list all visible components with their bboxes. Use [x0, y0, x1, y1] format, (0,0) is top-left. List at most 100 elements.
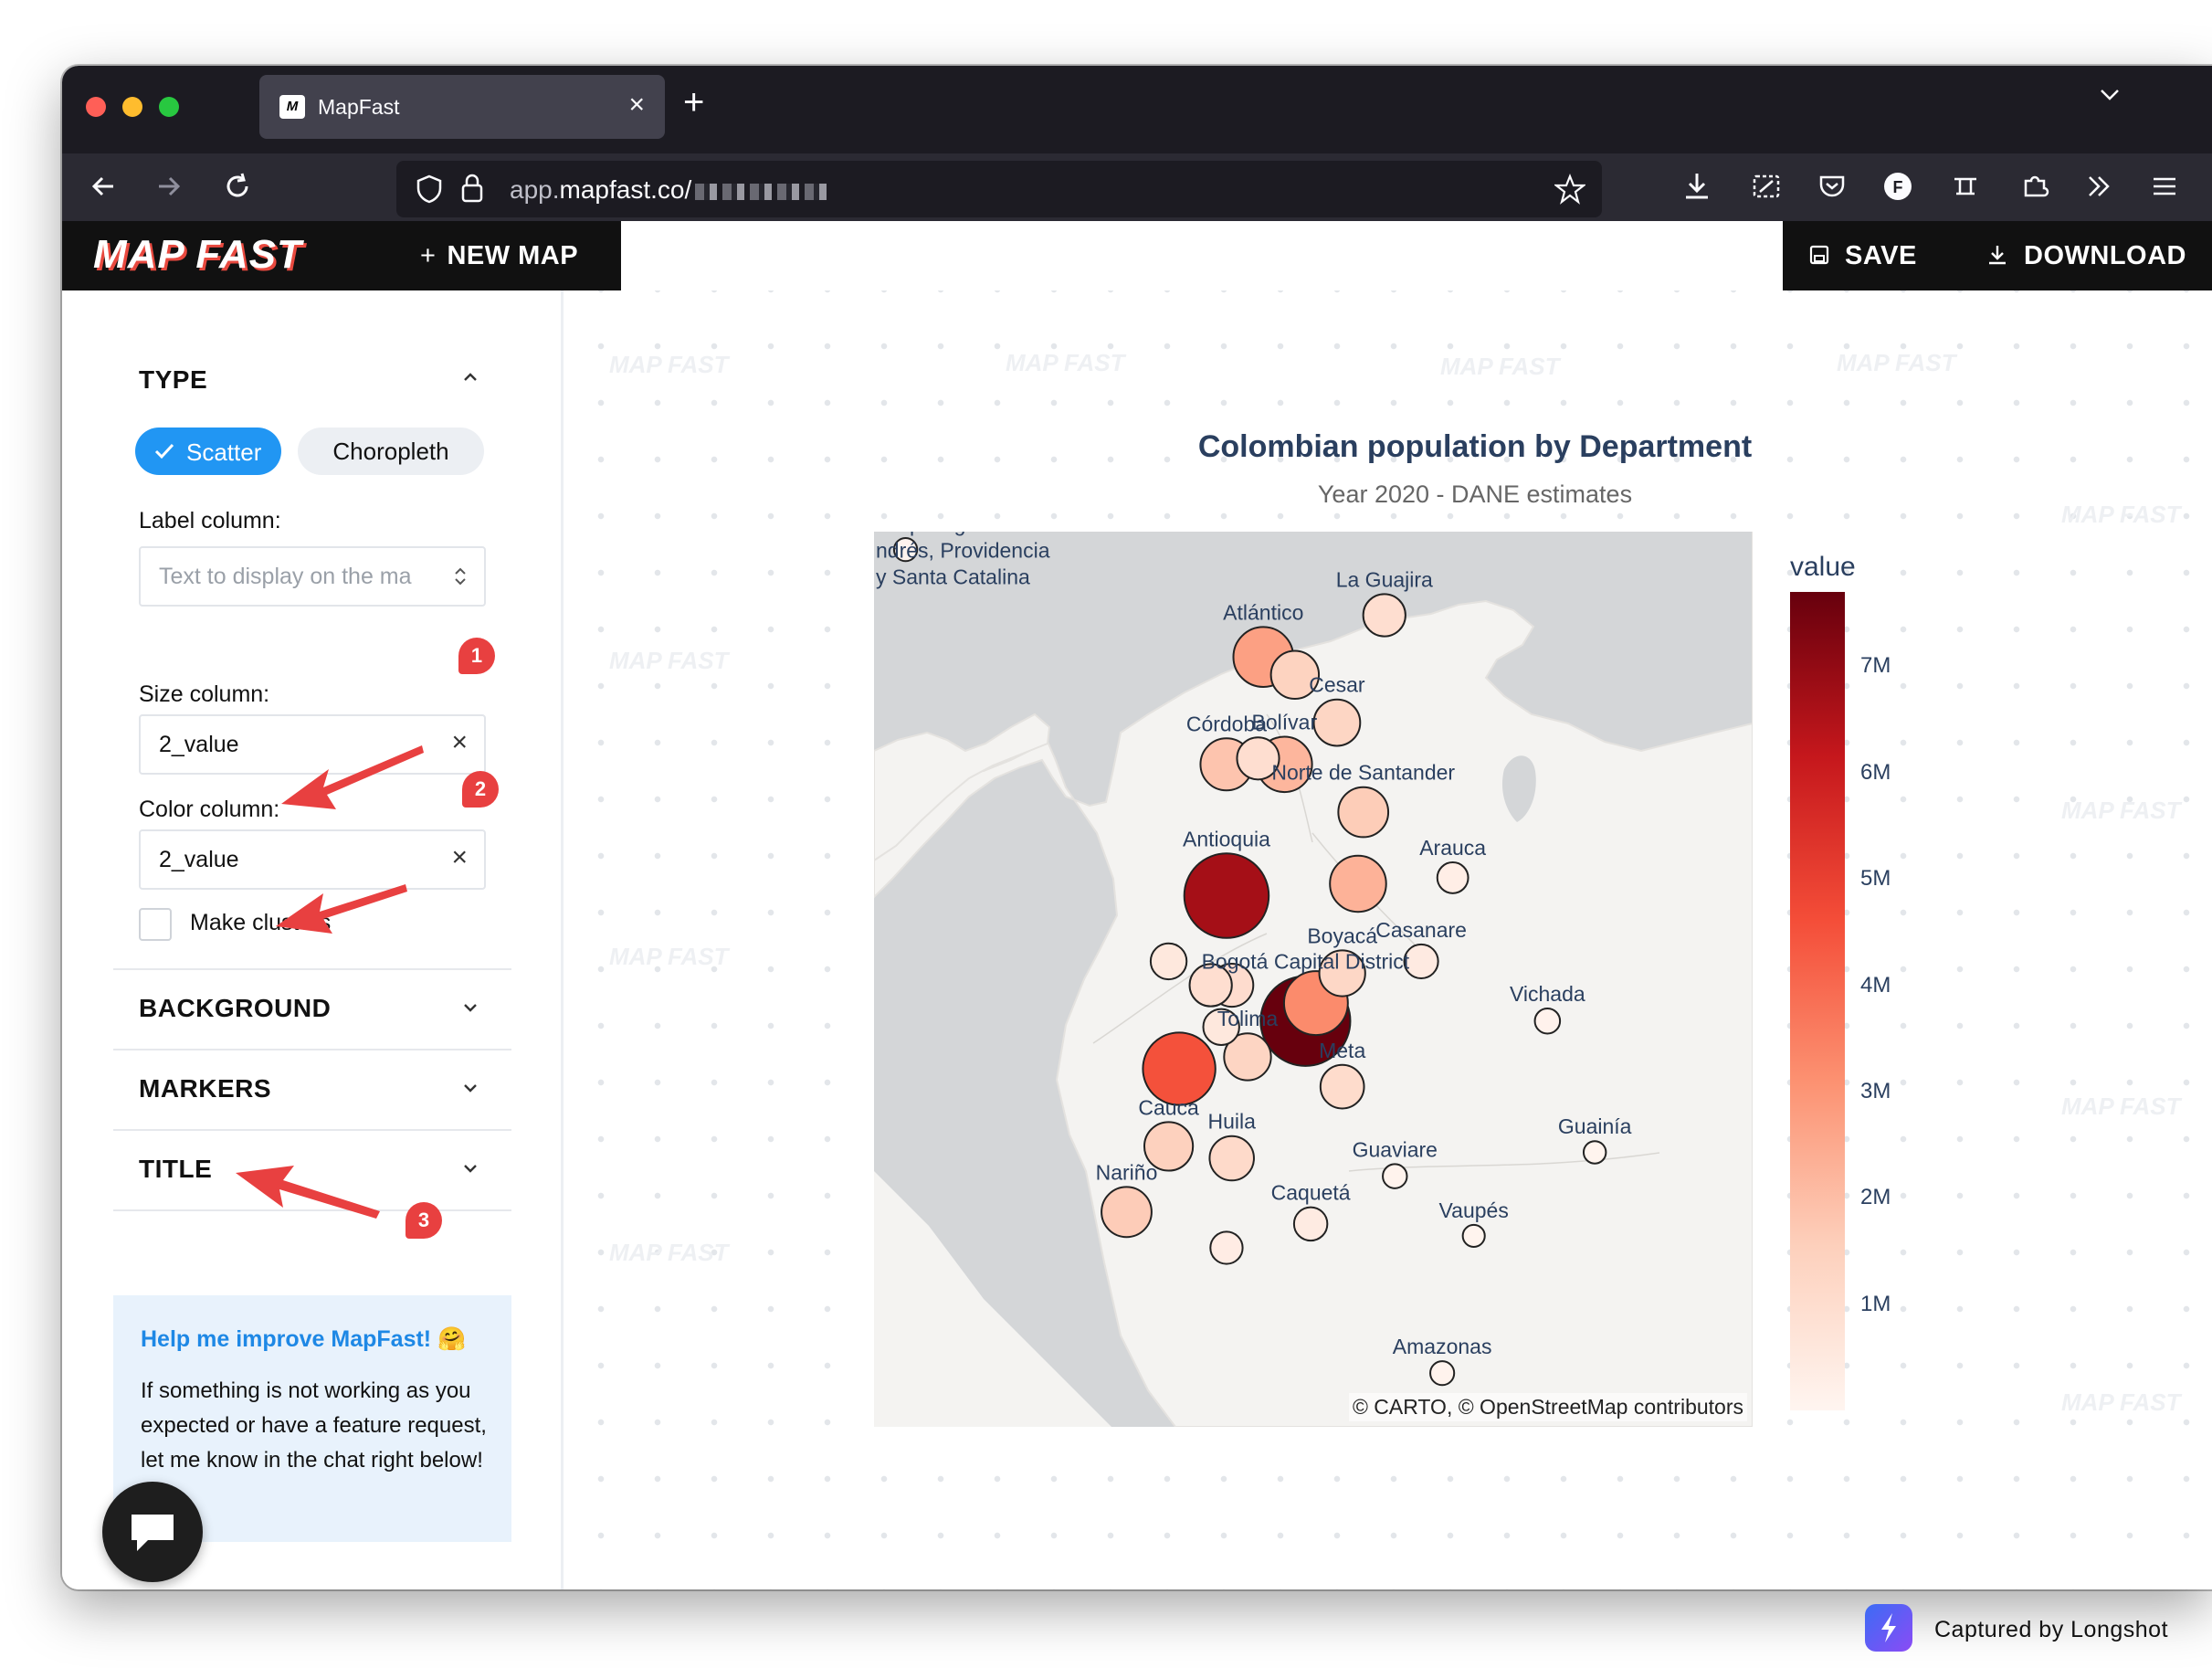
- chat-button[interactable]: [102, 1482, 203, 1582]
- save-button[interactable]: SAVE: [1808, 241, 1917, 271]
- marker-guaviare[interactable]: [1382, 1163, 1408, 1189]
- marker-putumayo[interactable]: [1209, 1230, 1244, 1265]
- marker-vichada[interactable]: [1533, 1007, 1562, 1035]
- marker-choc-[interactable]: [1149, 942, 1188, 981]
- chevron-down-icon[interactable]: [460, 998, 480, 1018]
- bookmark-star-icon[interactable]: [1554, 174, 1585, 205]
- chevron-down-icon[interactable]: [460, 1078, 480, 1098]
- chevron-up-icon[interactable]: [460, 367, 480, 387]
- marker-norte-de-santander[interactable]: [1337, 786, 1390, 839]
- marker-antioquia[interactable]: [1183, 852, 1270, 939]
- chart-title: Colombian population by Department: [1197, 429, 1753, 464]
- new-map-button[interactable]: + NEW MAP: [420, 241, 578, 271]
- type-option-choropleth[interactable]: Choropleth: [298, 428, 484, 475]
- type-section-header[interactable]: TYPE: [139, 365, 208, 394]
- extensions-icon[interactable]: [2017, 168, 2053, 205]
- reload-icon[interactable]: [219, 168, 256, 205]
- chevron-down-icon[interactable]: [2099, 84, 2121, 106]
- marker-sucre[interactable]: [1236, 736, 1280, 781]
- marker-casanare[interactable]: [1403, 943, 1439, 979]
- marker-quind-o[interactable]: [1202, 1008, 1240, 1046]
- marker-cauca[interactable]: [1143, 1121, 1195, 1172]
- marker-valle-del-cauca[interactable]: [1142, 1031, 1217, 1106]
- marker-meta[interactable]: [1319, 1063, 1365, 1110]
- colorbar-title: value: [1790, 552, 1856, 582]
- screenshot-icon[interactable]: [1748, 168, 1785, 205]
- divider: [113, 1209, 511, 1211]
- title-section-header[interactable]: TITLE: [139, 1155, 213, 1183]
- plus-icon: +: [420, 241, 437, 270]
- map-label: Amazonas: [1393, 1335, 1492, 1358]
- marker-magdalena[interactable]: [1269, 649, 1321, 701]
- download-button[interactable]: DOWNLOAD: [1986, 241, 2186, 271]
- color-column-select[interactable]: 2_value ×: [139, 829, 486, 890]
- size-column-label: Size column:: [139, 681, 270, 707]
- marker-arauca[interactable]: [1436, 861, 1469, 894]
- chart-subtitle: Year 2020 - DANE estimates: [1317, 480, 1633, 508]
- marker-guain-a[interactable]: [1582, 1140, 1607, 1165]
- marker-boyac-[interactable]: [1318, 949, 1366, 998]
- more-tools-icon[interactable]: [2080, 168, 2117, 205]
- shield-icon[interactable]: [415, 174, 444, 205]
- marker-la-guajira[interactable]: [1362, 593, 1406, 638]
- type-option-scatter[interactable]: Scatter: [135, 428, 281, 475]
- marker-huila[interactable]: [1208, 1135, 1255, 1182]
- marker-caquet-[interactable]: [1292, 1206, 1329, 1242]
- help-callout: Help me improve MapFast! 🤗 If something …: [113, 1295, 511, 1542]
- color-column-label: Color column:: [139, 797, 280, 822]
- lock-icon[interactable]: [458, 172, 486, 205]
- marker-tolima[interactable]: [1223, 1032, 1272, 1082]
- markers-section-header[interactable]: MARKERS: [139, 1074, 272, 1103]
- watermark: MAP FAST: [609, 943, 729, 970]
- tab-mapfast[interactable]: M MapFast ×: [259, 75, 665, 139]
- close-tab-icon[interactable]: ×: [628, 90, 645, 120]
- minimize-window-button[interactable]: [122, 97, 142, 117]
- marker-layer[interactable]: [892, 536, 1607, 1387]
- map-label: Córdoba: [1186, 712, 1267, 735]
- hamburger-menu-icon[interactable]: [2146, 168, 2183, 205]
- chevron-down-icon[interactable]: [460, 1158, 480, 1178]
- marker-santander[interactable]: [1329, 854, 1387, 913]
- marker-risaralda[interactable]: [1188, 963, 1233, 1008]
- background-section-header[interactable]: BACKGROUND: [139, 994, 332, 1022]
- watermark: MAP FAST: [1006, 349, 1125, 376]
- close-window-button[interactable]: [86, 97, 106, 117]
- mapfast-logo[interactable]: MAP FAST: [93, 232, 302, 278]
- marker-archipi-lago-de-san-andr-s-providencia-y-santa-catalina[interactable]: [892, 536, 919, 563]
- marker-nari-o[interactable]: [1101, 1186, 1153, 1239]
- url-prefix: app.: [510, 175, 560, 204]
- size-column-select[interactable]: 2_value ×: [139, 714, 486, 775]
- forward-arrow-icon[interactable]: [150, 168, 186, 205]
- back-arrow-icon[interactable]: [86, 168, 122, 205]
- map-label: Casanare: [1375, 918, 1467, 942]
- url-text[interactable]: app.mapfast.co/: [510, 175, 833, 205]
- chat-bubble-icon: [132, 1515, 174, 1551]
- map-label: Vaupés: [1439, 1198, 1509, 1222]
- map-label: Guaviare: [1353, 1137, 1438, 1161]
- pocket-icon[interactable]: [1814, 168, 1850, 205]
- map-attribution[interactable]: © CARTO, © OpenStreetMap contributors: [1348, 1393, 1747, 1421]
- download-icon[interactable]: [1679, 168, 1715, 205]
- tab-title: MapFast: [318, 95, 400, 119]
- marker-amazonas[interactable]: [1429, 1360, 1456, 1387]
- clear-size-column-icon[interactable]: ×: [451, 727, 468, 757]
- url-bar[interactable]: app.mapfast.co/: [396, 161, 1602, 217]
- new-tab-button[interactable]: +: [683, 82, 705, 122]
- checkmark-icon: [154, 443, 174, 459]
- label-column-select[interactable]: Text to display on the ma: [139, 546, 486, 607]
- marker-vaup-s[interactable]: [1461, 1223, 1486, 1248]
- save-label: SAVE: [1845, 241, 1917, 270]
- clear-color-column-icon[interactable]: ×: [451, 842, 468, 872]
- lake: [1501, 755, 1536, 822]
- maximize-window-button[interactable]: [159, 97, 179, 117]
- colorbar-tick-label: 5M: [1860, 866, 1891, 892]
- marker-cesar[interactable]: [1312, 698, 1362, 747]
- account-avatar-icon[interactable]: F: [1880, 168, 1916, 205]
- make-clusters-checkbox[interactable]: [139, 908, 172, 941]
- label-column-placeholder: Text to display on the ma: [159, 564, 412, 589]
- map-label: Bogotá Capital District: [1202, 950, 1410, 974]
- translate-icon[interactable]: [1947, 168, 1984, 205]
- save-icon: [1809, 245, 1829, 265]
